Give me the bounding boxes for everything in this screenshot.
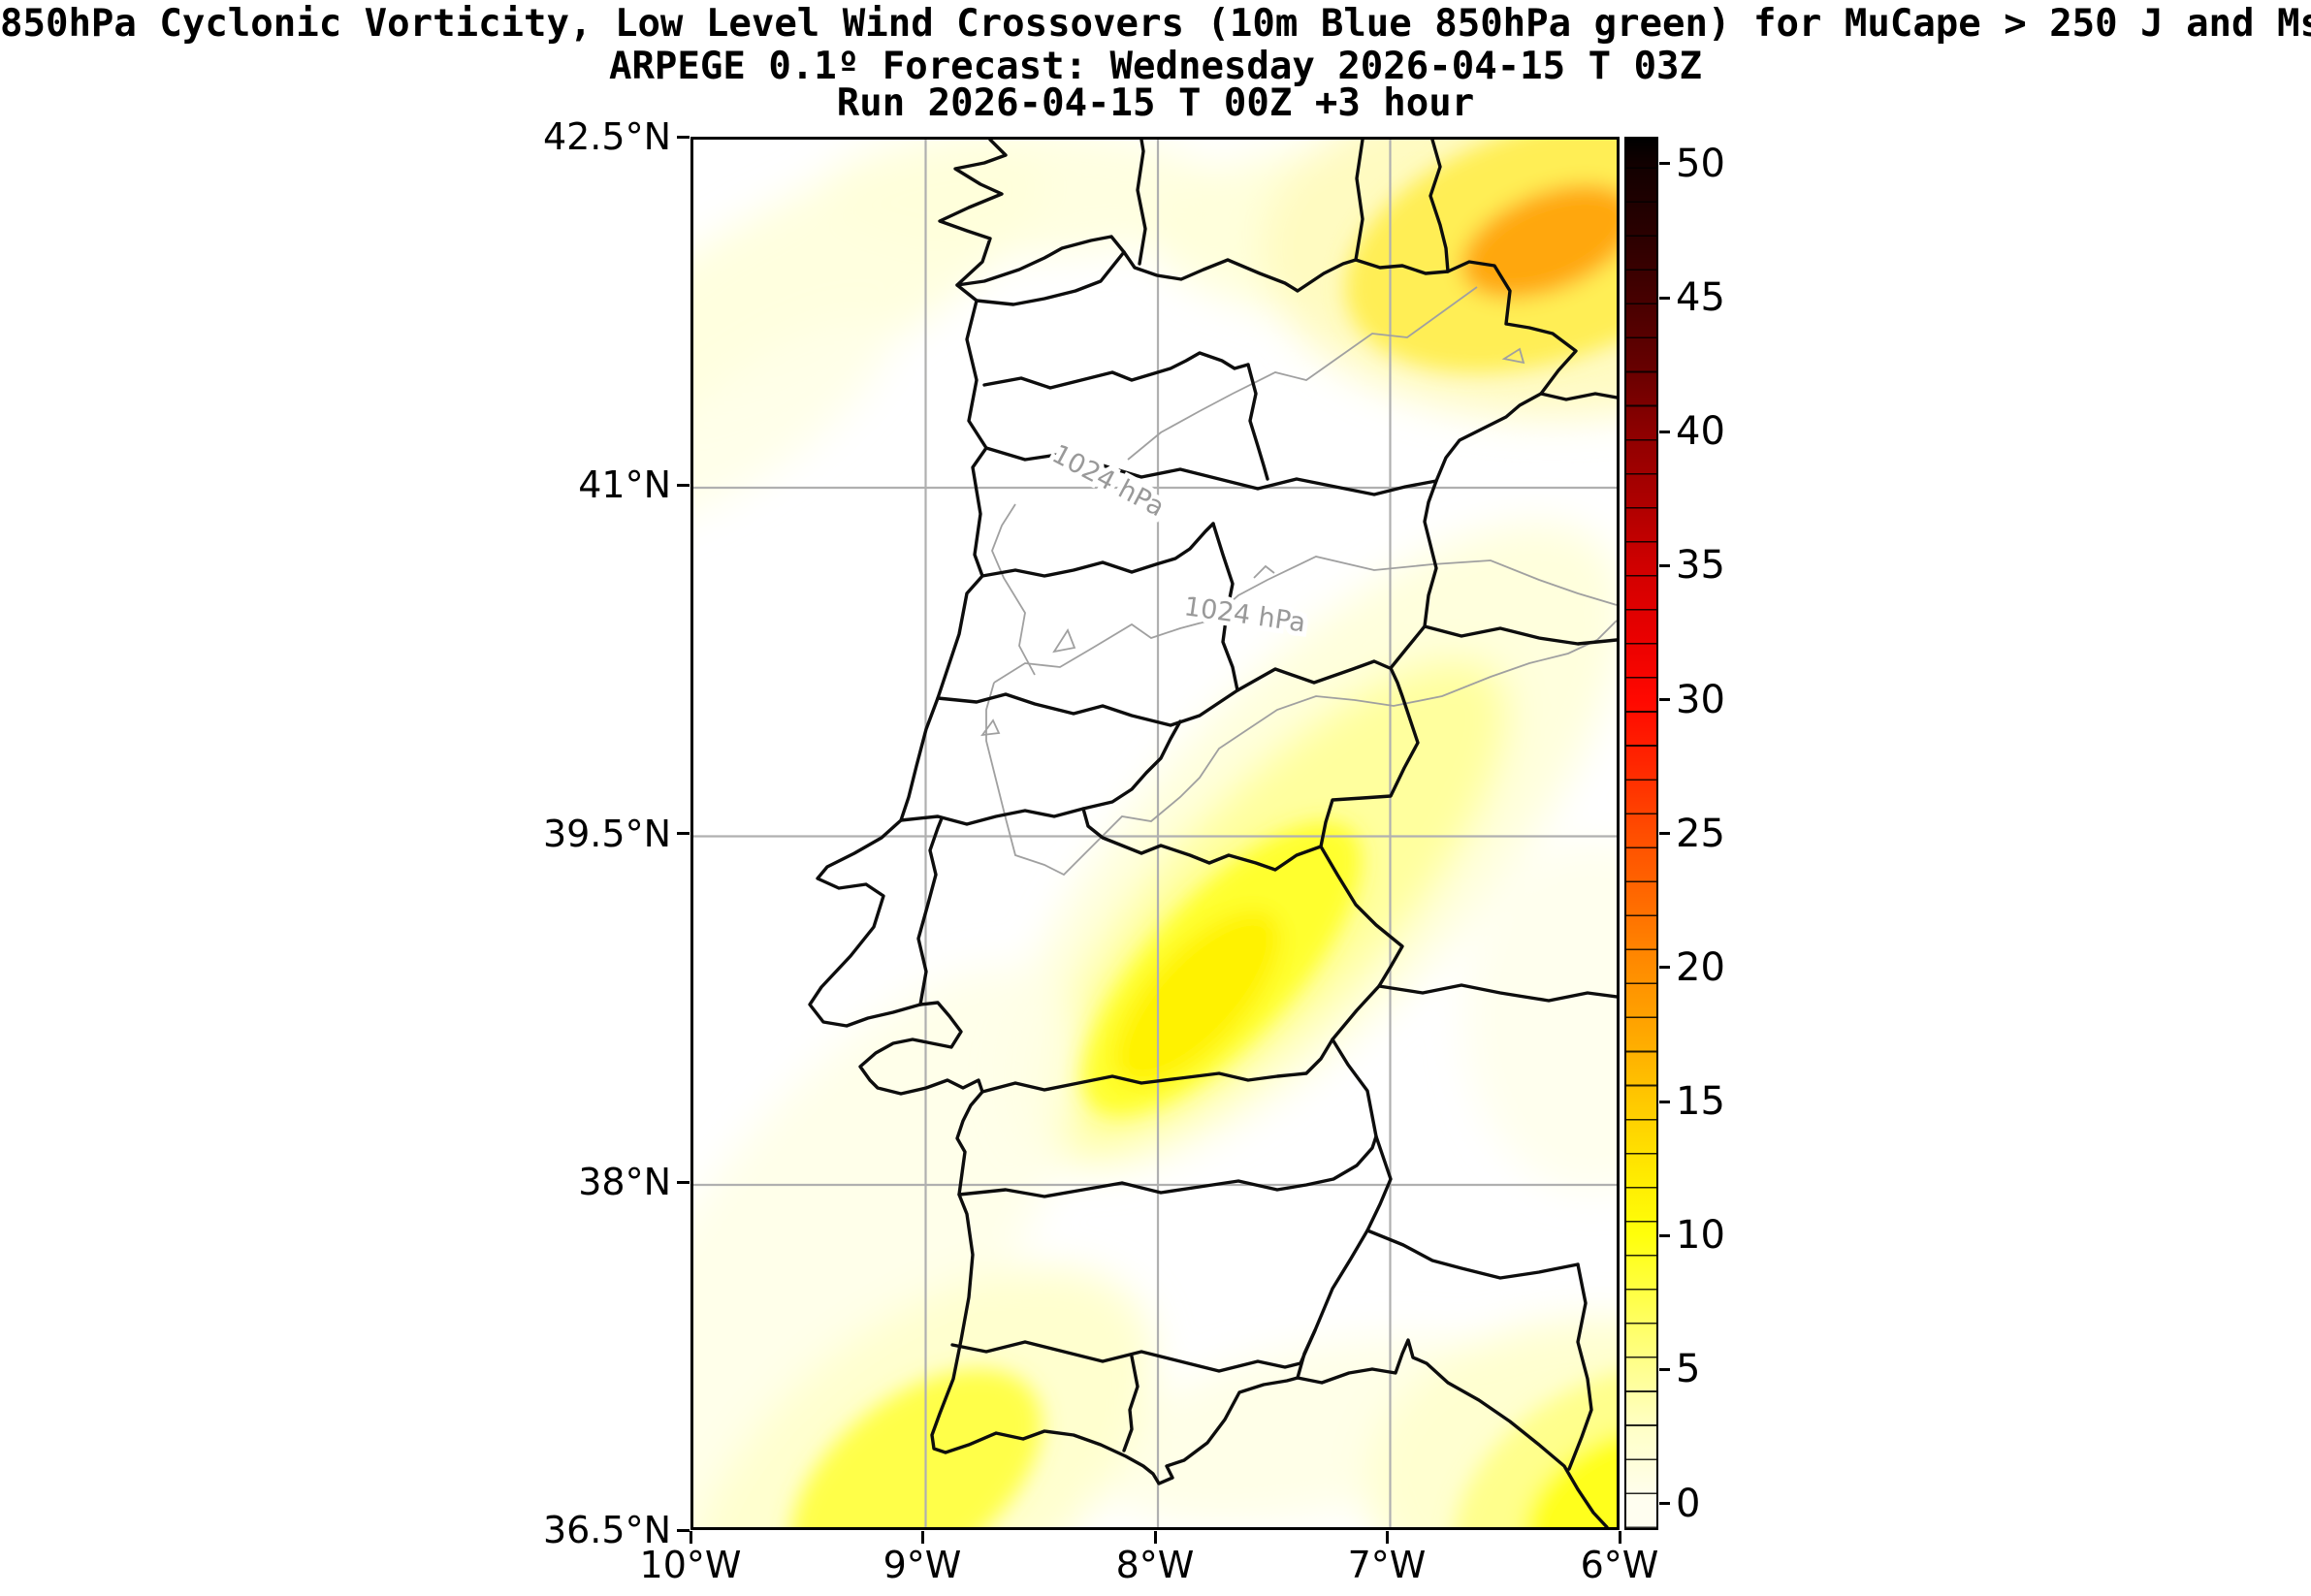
y-tick-42-5n (677, 135, 690, 139)
cbar-label-20: 20 (1676, 944, 1725, 990)
y-tick-36-5n (677, 1528, 690, 1532)
map-plot-area: 1024 hPa 1024 hPa (690, 137, 1620, 1530)
cbar-label-50: 50 (1676, 141, 1725, 186)
cbar-tick-25 (1659, 832, 1670, 835)
subtitle-forecast: ARPEGE 0.1º Forecast: Wednesday 2026-04-… (608, 45, 1703, 88)
cbar-tick-45 (1659, 296, 1670, 300)
cbar-tick-10 (1659, 1233, 1670, 1237)
x-label-10w: 10°W (639, 1544, 742, 1586)
cbar-label-40: 40 (1676, 409, 1725, 454)
mslp-contours (980, 286, 1617, 877)
y-tick-41n (677, 483, 690, 487)
cbar-tick-50 (1659, 162, 1670, 165)
x-tick-7w (1386, 1531, 1389, 1544)
subtitle-run: Run 2026-04-15 T 00Z +3 hour (836, 81, 1475, 125)
cbar-tick-30 (1659, 698, 1670, 701)
cbar-label-15: 15 (1676, 1079, 1725, 1124)
y-label-38n: 38°N (578, 1161, 671, 1203)
cbar-tick-40 (1659, 430, 1670, 433)
cbar-tick-35 (1659, 563, 1670, 567)
cbar-label-30: 30 (1676, 677, 1725, 722)
x-label-7w: 7°W (1347, 1544, 1427, 1586)
x-label-8w: 8°W (1115, 1544, 1195, 1586)
y-label-42-5n: 42.5°N (542, 115, 671, 158)
x-tick-9w (921, 1531, 924, 1544)
cbar-label-5: 5 (1676, 1347, 1701, 1391)
cbar-tick-20 (1659, 966, 1670, 969)
page-title: 850hPa Cyclonic Vorticity, Low Level Win… (0, 2, 2311, 46)
y-tick-38n (677, 1180, 690, 1184)
cbar-label-45: 45 (1676, 275, 1725, 320)
x-tick-8w (1153, 1531, 1157, 1544)
y-label-41n: 41°N (578, 463, 671, 506)
colorbar (1624, 137, 1658, 1530)
x-tick-6w (1618, 1531, 1621, 1544)
x-label-6w: 6°W (1580, 1544, 1659, 1586)
x-label-9w: 9°W (883, 1544, 962, 1586)
cbar-label-35: 35 (1676, 543, 1725, 588)
cbar-label-10: 10 (1676, 1213, 1725, 1258)
cbar-tick-5 (1659, 1367, 1670, 1371)
cbar-tick-15 (1659, 1100, 1670, 1103)
x-tick-10w (689, 1531, 692, 1544)
y-label-39-5n: 39.5°N (542, 813, 671, 855)
cbar-label-25: 25 (1676, 811, 1725, 856)
grid-lines (693, 140, 1617, 1527)
mslp-label-north: 1024 hPa (1047, 439, 1170, 524)
cbar-tick-0 (1659, 1502, 1670, 1505)
y-tick-39-5n (677, 832, 690, 835)
cbar-label-0: 0 (1676, 1481, 1701, 1526)
map-canvas: 1024 hPa 1024 hPa (693, 140, 1617, 1527)
y-label-36-5n: 36.5°N (542, 1509, 671, 1551)
vorticity-shading-layer (693, 140, 1617, 1527)
coastline-and-boundaries (808, 140, 1617, 1527)
mslp-label-center: 1024 hPa (1182, 591, 1307, 638)
